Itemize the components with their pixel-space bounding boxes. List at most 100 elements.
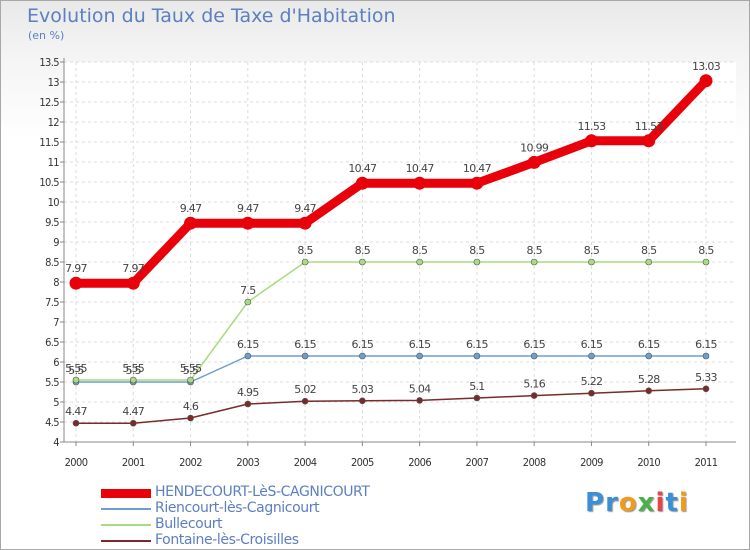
series-point-2 (359, 258, 366, 266)
plot-area (64, 62, 736, 442)
y-tick-label: 13 (48, 76, 60, 89)
data-label-0: 7.97 (65, 262, 87, 275)
data-label-0: 7.97 (122, 262, 144, 275)
x-tick-label: 2005 (351, 456, 374, 469)
data-label-0: 9.47 (180, 202, 202, 215)
series-point-3 (702, 385, 710, 393)
data-label-1: 6.15 (294, 338, 316, 351)
series-point-0 (699, 74, 713, 88)
y-tick-label: 4.5 (45, 416, 59, 429)
data-label-3: 4.6 (183, 400, 199, 413)
series-point-0 (126, 276, 140, 290)
series-point-1 (301, 352, 309, 360)
series-point-2 (301, 258, 309, 266)
series-point-0 (355, 176, 369, 190)
data-label-3: 5.22 (581, 375, 603, 388)
series-point-1 (588, 352, 595, 360)
data-label-3: 5.03 (352, 383, 374, 396)
series-point-2 (72, 376, 80, 384)
legend-label: Bullecourt (155, 516, 223, 532)
series-point-2 (129, 376, 137, 384)
series-point-0 (413, 176, 427, 190)
y-tick-label: 6 (53, 356, 59, 369)
chart-title: Evolution du Taux de Taxe d'Habitation (27, 5, 396, 27)
legend-swatch (101, 508, 151, 510)
x-tick-label: 2010 (637, 456, 660, 469)
x-tick-label: 2011 (695, 456, 718, 469)
series-point-1 (473, 352, 481, 360)
series-point-3 (530, 392, 538, 399)
data-label-3: 4.95 (237, 386, 259, 399)
x-tick-label: 2000 (65, 456, 88, 469)
series-line-0 (71, 76, 711, 288)
series-point-2 (244, 298, 252, 306)
x-tick-label: 2003 (236, 456, 259, 469)
x-tick-label: 2009 (580, 456, 603, 469)
y-tick-label: 10 (48, 196, 60, 209)
data-label-2: 5.55 (65, 362, 87, 375)
data-label-3: 5.28 (638, 373, 660, 386)
series-line-1 (75, 355, 707, 383)
proxiti-logo: Proxiti (585, 488, 689, 518)
series-point-0 (527, 155, 541, 169)
y-tick-label: 6.5 (45, 336, 59, 349)
series-point-0 (241, 216, 255, 230)
data-label-2: 8.5 (297, 244, 313, 257)
series-point-0 (642, 134, 656, 148)
data-label-3: 5.02 (294, 383, 316, 396)
y-tick-label: 5.5 (45, 376, 59, 389)
data-label-1: 6.15 (695, 338, 717, 351)
y-tick-label: 7 (53, 316, 59, 329)
data-label-1: 6.15 (409, 338, 431, 351)
y-tick-label: 7.5 (45, 296, 59, 309)
y-tick-label: 8.5 (45, 256, 59, 269)
data-label-0: 13.03 (692, 60, 721, 73)
data-label-3: 5.33 (695, 371, 717, 384)
data-label-0: 11.53 (577, 120, 606, 133)
series-point-1 (530, 352, 538, 360)
data-label-0: 9.47 (237, 202, 259, 215)
data-label-1: 6.15 (466, 338, 488, 351)
data-label-1: 6.15 (581, 338, 603, 351)
data-label-2: 8.5 (412, 244, 428, 257)
y-tick-label: 9 (53, 236, 59, 249)
data-label-1: 6.15 (523, 338, 545, 351)
data-label-2: 7.5 (240, 284, 256, 297)
series-point-2 (416, 258, 423, 266)
series-point-3 (416, 397, 423, 404)
data-label-2: 5.55 (180, 362, 202, 375)
series-point-3 (473, 394, 481, 402)
x-tick-label: 2008 (523, 456, 546, 469)
data-label-1: 6.15 (237, 338, 259, 351)
y-tick-label: 8 (53, 276, 59, 289)
y-tick-label: 10.5 (39, 176, 59, 189)
x-tick-label: 2004 (294, 456, 317, 469)
series-point-1 (702, 352, 710, 360)
data-label-1: 5.5 (68, 364, 84, 377)
series-point-0 (184, 216, 198, 230)
data-label-0: 10.99 (520, 141, 549, 154)
series-point-3 (244, 400, 252, 408)
data-label-2: 8.5 (355, 244, 371, 257)
data-label-1: 5.5 (126, 364, 142, 377)
series-point-0 (470, 176, 484, 190)
y-tick-label: 5 (53, 396, 59, 409)
data-label-2: 8.5 (641, 244, 657, 257)
series-point-3 (645, 387, 653, 395)
data-label-1: 5.5 (183, 364, 199, 377)
series-point-0 (69, 276, 83, 290)
series-point-3 (359, 397, 366, 405)
data-label-2: 5.55 (122, 362, 144, 375)
data-label-3: 5.1 (469, 380, 484, 393)
series-point-3 (588, 389, 595, 397)
data-label-0: 10.47 (406, 162, 435, 175)
data-label-1: 6.15 (352, 338, 374, 351)
data-label-3: 5.16 (523, 378, 545, 391)
y-tick-label: 11.5 (39, 136, 59, 149)
legend-label: Fontaine-lès-Croisilles (155, 532, 299, 548)
data-label-3: 4.47 (122, 405, 144, 418)
x-tick-label: 2002 (179, 456, 202, 469)
series-line-3 (75, 388, 707, 424)
series-point-2 (473, 258, 481, 266)
